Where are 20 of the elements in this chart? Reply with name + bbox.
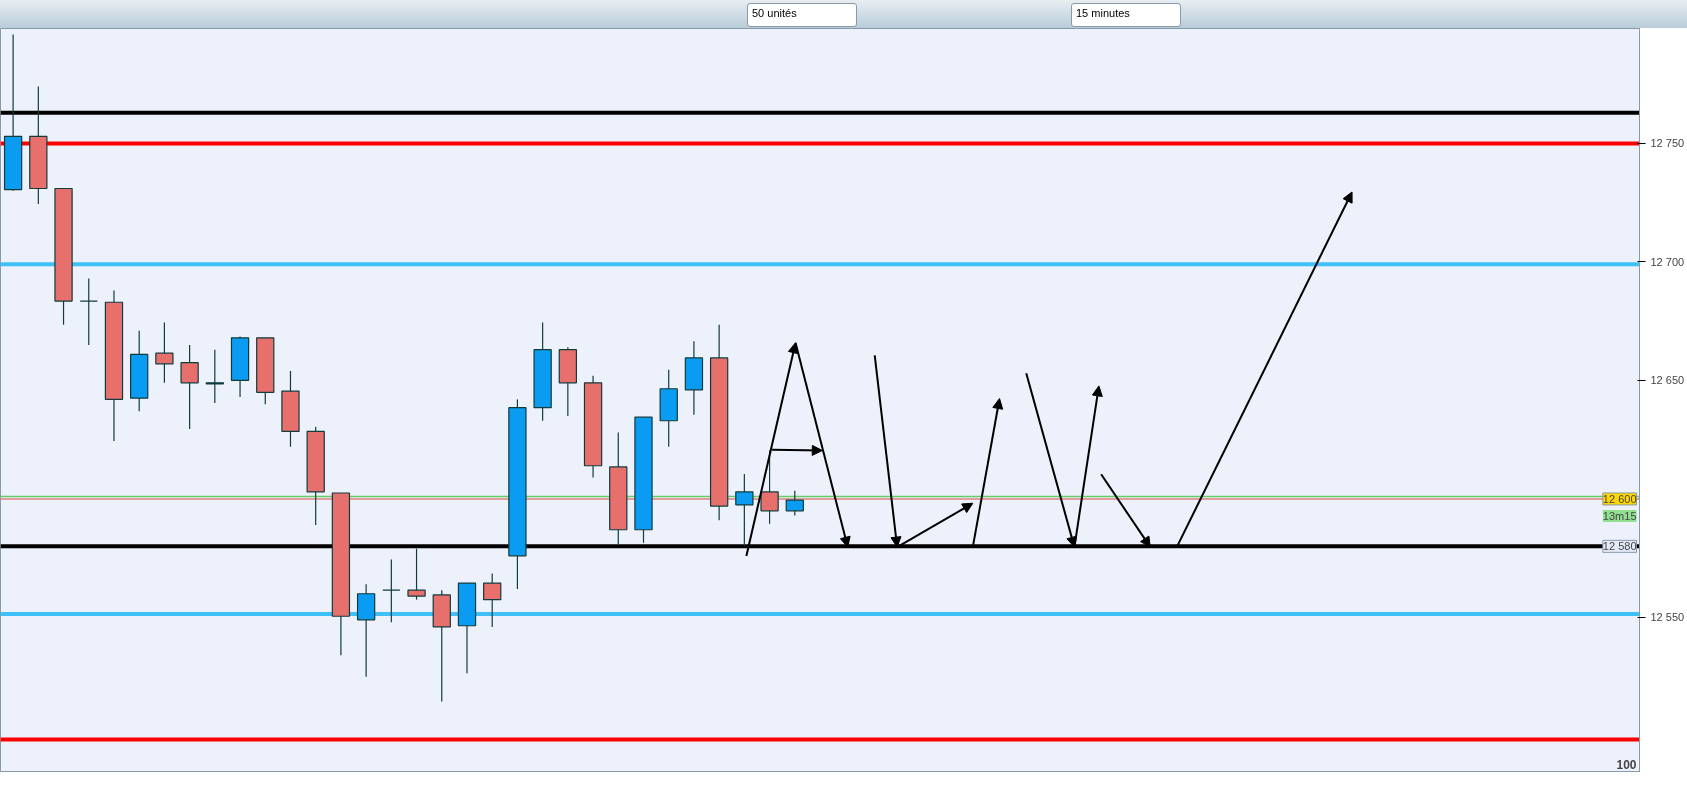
candlestick [760, 449, 779, 525]
candlestick [785, 490, 804, 517]
text: 15 minutes [1076, 6, 1130, 21]
candlestick [79, 277, 98, 346]
ref-line-label: 12 580 [1602, 540, 1637, 553]
y-tick-label: 12 700 [1650, 255, 1685, 268]
annotation: 100 [1616, 757, 1637, 772]
candlestick [407, 548, 426, 601]
annotation: 13m15 [1602, 509, 1637, 522]
y-tick-label: 12 550 [1650, 611, 1685, 624]
candlestick [483, 573, 502, 628]
y-tick-label: 12 750 [1650, 137, 1685, 150]
text: 50 unités [752, 6, 797, 21]
candlestick [382, 558, 401, 623]
ref-line-label: 12 600 [1602, 492, 1637, 505]
candlestick [205, 349, 224, 404]
y-tick-label: 12 650 [1650, 374, 1685, 387]
candlestick [155, 321, 174, 384]
candlestick [735, 473, 754, 547]
candlestick [180, 344, 199, 430]
